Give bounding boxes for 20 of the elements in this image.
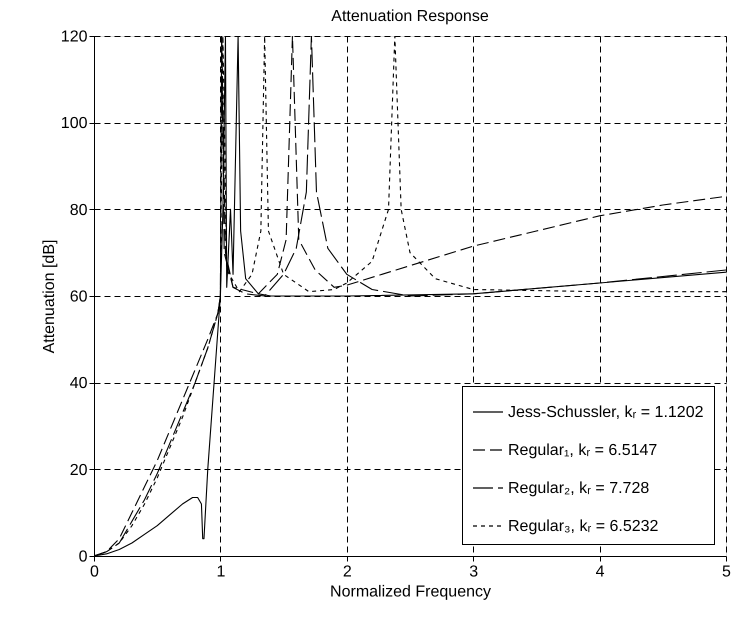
legend-label: Jess-Schussler, kᵣ = 1.1202 (508, 404, 704, 421)
y-tick-label: 40 (70, 375, 88, 392)
x-tick-label: 4 (596, 564, 605, 580)
y-tick-label: 80 (70, 202, 88, 219)
y-axis-title: Attenuation [dB] (40, 240, 58, 354)
legend-label: Regular₂, kᵣ = 7.728 (508, 480, 650, 497)
y-tick-label: 100 (60, 115, 88, 132)
y-tick-label: 20 (70, 462, 88, 479)
legend-label: Regular₃, kᵣ = 6.5232 (508, 518, 659, 535)
x-tick-label: 2 (342, 564, 352, 580)
x-tick-label: 1 (216, 564, 226, 580)
x-tick-label: 5 (722, 564, 732, 580)
x-tick-label: 0 (90, 564, 100, 580)
x-axis-title: Normalized Frequency (330, 584, 491, 600)
x-tick-label: 3 (469, 564, 478, 580)
y-tick-label: 120 (60, 28, 88, 46)
chart-title: Attenuation Response (331, 8, 489, 25)
legend-label: Regular₁, kᵣ = 6.5147 (508, 442, 658, 459)
y-tick-label: 60 (70, 288, 88, 306)
y-tick-label: 0 (78, 548, 88, 566)
